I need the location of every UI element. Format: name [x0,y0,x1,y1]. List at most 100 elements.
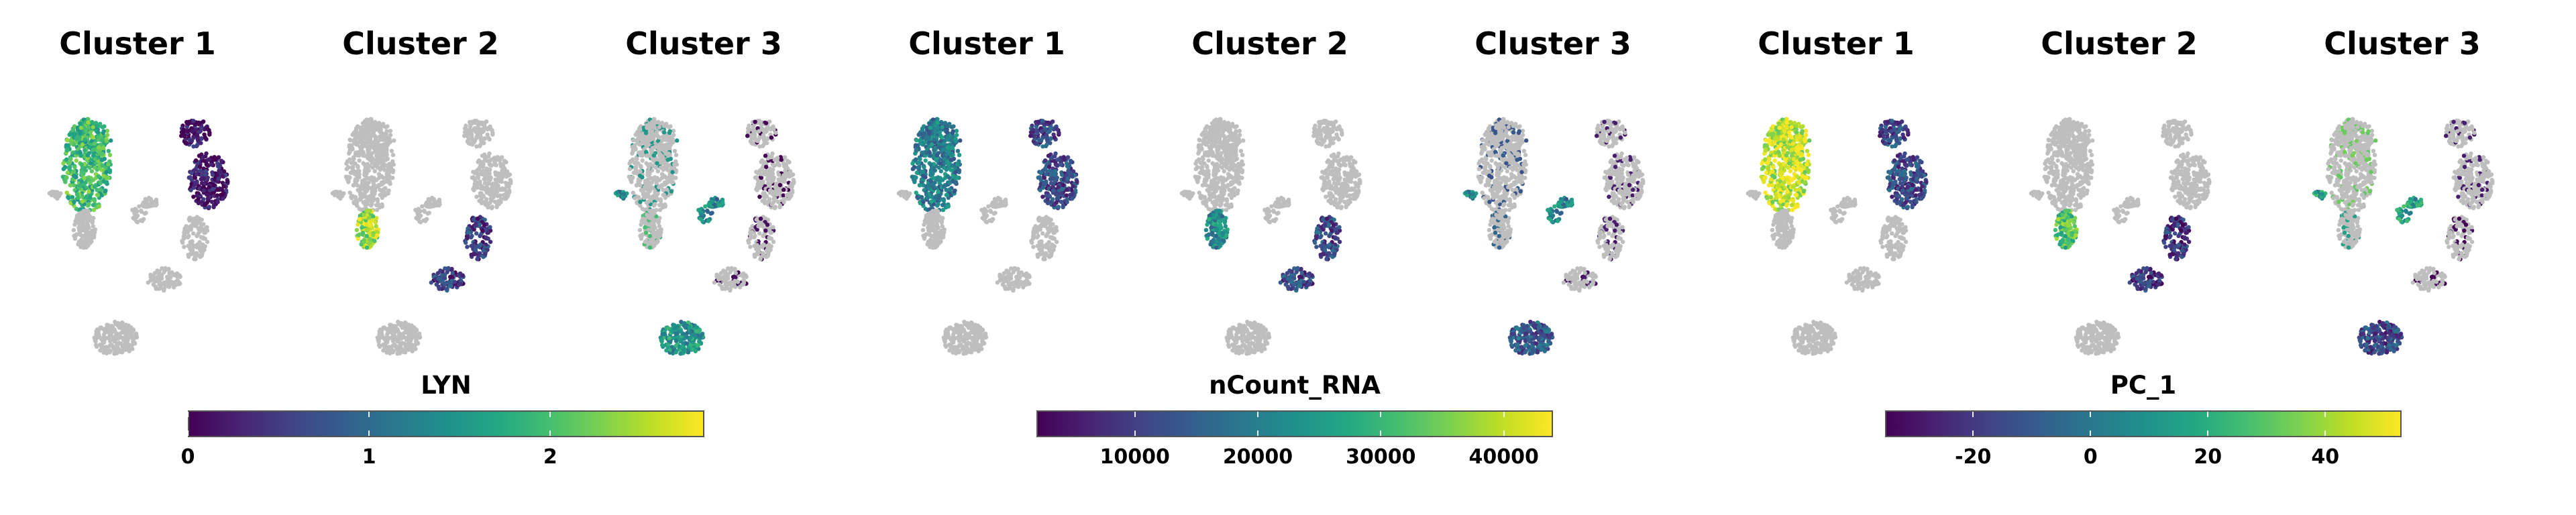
cell-point [638,183,643,188]
cell-point [735,280,741,284]
cell-point [747,240,751,245]
cell-point [638,169,643,174]
cell-point [74,192,80,197]
cell-point [64,147,70,152]
cell-point [415,211,420,216]
cell-point [78,153,84,158]
cell-point [92,233,97,238]
cell-point [357,158,362,163]
cell-point [719,276,724,281]
cell-point [653,218,658,223]
cell-point [132,217,137,221]
cell-point [484,197,489,202]
cell-point [354,173,360,178]
cell-point [83,148,87,153]
cell-point [100,163,105,168]
cell-point [464,127,469,132]
cell-point [96,174,101,178]
cell-point [484,236,488,241]
cell-point [661,130,667,135]
cell-point [764,129,769,133]
cell-point [87,202,91,207]
cell-point [662,145,667,150]
cell-point [184,141,189,146]
cell-point [718,271,724,276]
cell-point [658,198,663,203]
cell-point [771,200,775,205]
cell-point [631,147,636,152]
cell-point [373,119,378,125]
cell-point [107,168,113,173]
cell-point [640,217,645,222]
cell-point [649,209,654,213]
cell-point [654,130,659,135]
cell-point [629,180,634,184]
cell-point [637,173,643,178]
cell-point [378,192,384,197]
cell-point [672,176,677,180]
cell-point [437,197,442,203]
cell-point [936,202,941,207]
cell-point [188,251,193,256]
cell-point [758,256,763,262]
cell-point [720,197,725,203]
cell-point [86,120,91,125]
cell-point [478,242,483,247]
cell-point [91,178,96,182]
cell-point [385,124,390,129]
cell-point [61,166,66,172]
cell-point [655,161,659,166]
cell-point [708,211,713,216]
cell-point [653,202,657,207]
cell-point [97,204,101,209]
cell-point [949,163,955,168]
cell-point [195,179,199,184]
cell-point [668,124,673,129]
cell-point [436,276,441,281]
cell-point [504,169,510,174]
cell-point [698,217,703,221]
cell-point [191,231,196,236]
cell-point [224,188,229,193]
cell-point [102,156,107,161]
cell-point [201,236,205,241]
cell-point [471,175,476,180]
cell-point [121,335,127,340]
cell-point [205,175,210,180]
cell-point [191,129,195,133]
cell-point [78,239,83,244]
cell-point [435,271,440,276]
cell-point [398,349,403,353]
cell-point [761,133,766,137]
cell-point [384,129,389,133]
cell-point [210,172,215,177]
cell-point [225,179,230,184]
cell-point [474,194,479,199]
cell-point [89,169,94,174]
cell-point [929,142,934,147]
cell-point [377,343,382,347]
cell-point [205,163,209,168]
cell-point [152,271,157,276]
cell-point [207,130,212,135]
cell-point [374,148,379,152]
cell-point [365,176,370,180]
cell-point [164,280,168,285]
cell-point [60,174,66,179]
cell-point [102,124,107,129]
cell-point [71,173,76,178]
cell-point [631,157,635,162]
cell-point [146,280,150,285]
cell-point [350,160,355,165]
cell-point [356,222,360,227]
cell-point [924,195,930,201]
cell-point [174,282,178,287]
cell-point [665,342,671,347]
cell-point [89,139,95,144]
cell-point [777,182,783,188]
cell-point [640,158,645,163]
cell-point [386,189,390,194]
cell-point [148,196,153,202]
cell-point [55,192,60,196]
cell-point [221,196,225,201]
